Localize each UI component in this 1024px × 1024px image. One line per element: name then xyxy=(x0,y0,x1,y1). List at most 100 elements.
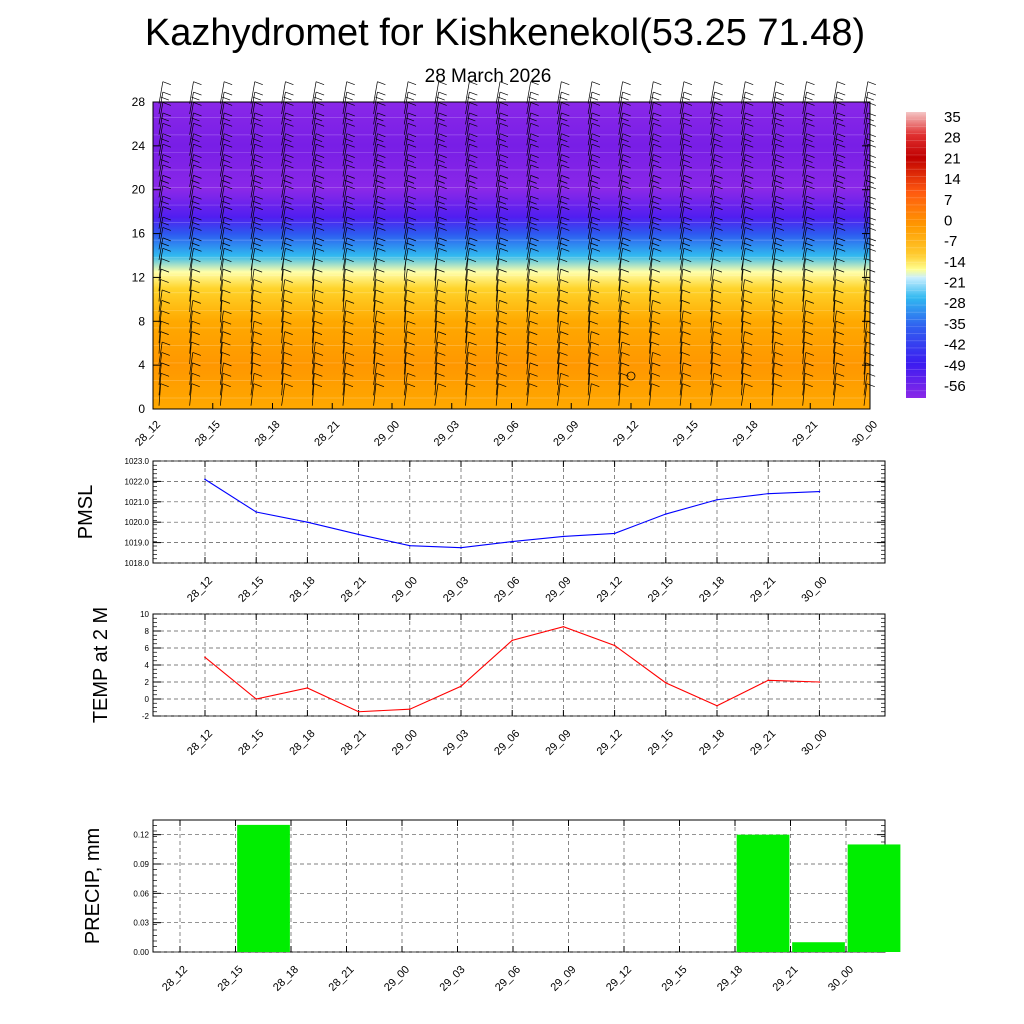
wind-barb-flag xyxy=(653,216,662,221)
y-tick-label: 4 xyxy=(145,661,150,670)
wind-barb-shaft xyxy=(158,206,164,229)
wind-barb-shaft xyxy=(373,112,378,135)
wind-barb-shaft xyxy=(618,279,621,302)
wind-barb-shaft xyxy=(495,154,501,177)
wind-barb-flag xyxy=(160,242,169,247)
wind-barb-shaft xyxy=(250,154,256,177)
wind-barb-shaft xyxy=(281,248,286,271)
wind-barb-shaft xyxy=(557,81,562,104)
wind-barb-flag xyxy=(377,195,386,200)
wind-barb-flag xyxy=(192,300,201,304)
wind-barb-flag xyxy=(652,362,661,367)
wind-barb-flag xyxy=(775,227,784,231)
wind-barb-flag xyxy=(591,81,601,85)
wind-barb-shaft xyxy=(649,248,654,271)
wind-barb-flag xyxy=(346,154,355,158)
wind-barb-flag xyxy=(437,300,446,304)
wind-barb-flag xyxy=(681,300,690,304)
wind-barb-shaft xyxy=(679,216,685,240)
wind-barb-flag xyxy=(529,383,538,388)
wind-barb-flag xyxy=(438,206,447,210)
wind-barb-flag xyxy=(345,268,354,273)
wind-barb-shaft xyxy=(679,258,684,281)
wind-barb-flag xyxy=(498,320,507,325)
colorbar-label: -14 xyxy=(944,254,966,271)
wind-barb-flag xyxy=(438,122,447,127)
wind-barb-flag xyxy=(775,289,784,294)
wind-barb-shaft xyxy=(802,185,807,208)
wind-barb-flag xyxy=(620,138,629,143)
x-tick-label: 28_12 xyxy=(133,419,163,449)
wind-barb-shaft xyxy=(311,300,316,323)
wind-barb-shaft xyxy=(495,352,500,375)
wind-barb-flag xyxy=(620,200,629,205)
y-tick-label: 0.00 xyxy=(133,948,149,957)
wind-barb-shaft xyxy=(189,133,194,156)
wind-barb-flag xyxy=(713,372,723,377)
wind-barb-shaft xyxy=(802,300,807,323)
wind-barb-flag xyxy=(375,300,384,304)
wind-barb-flag xyxy=(714,216,723,221)
wind-barb-flag xyxy=(469,237,478,242)
wind-barb-shaft xyxy=(219,92,225,115)
wind-barb-shaft xyxy=(311,279,315,302)
wind-barb-flag xyxy=(773,138,782,143)
wind-barb-shaft xyxy=(311,185,317,208)
wind-barb-flag xyxy=(591,154,601,158)
wind-barb-flag xyxy=(285,112,294,117)
wind-barb-shaft xyxy=(189,206,194,229)
wind-barb-flag xyxy=(314,362,323,367)
wind-barb-shaft xyxy=(833,81,838,104)
wind-barb-flag xyxy=(224,112,233,117)
wind-barb-shaft xyxy=(465,237,470,260)
wind-barb-flag xyxy=(254,216,263,221)
wind-barb-shaft xyxy=(250,352,254,375)
wind-barb-shaft xyxy=(434,164,440,188)
wind-barb-flag xyxy=(804,200,813,205)
wind-barb-flag xyxy=(835,383,844,388)
wind-barb-shaft xyxy=(618,164,623,188)
wind-barb-flag xyxy=(683,216,693,221)
wind-barb-shaft xyxy=(679,123,685,146)
wind-barb-flag xyxy=(682,331,691,335)
wind-barb-flag xyxy=(467,138,476,143)
wind-barb-flag xyxy=(407,320,416,325)
wind-barb-flag xyxy=(653,112,662,117)
wind-barb-shaft xyxy=(403,185,409,208)
wind-barb-flag xyxy=(591,133,601,138)
wind-barb-shaft xyxy=(219,112,225,135)
wind-barb-shaft xyxy=(311,321,315,344)
wind-barb-flag xyxy=(651,320,660,325)
wind-barb-shaft xyxy=(526,81,532,104)
wind-barb-shaft xyxy=(710,102,715,125)
wind-barb-flag xyxy=(682,279,691,283)
wind-barb-shaft xyxy=(679,196,685,219)
wind-barb-shaft xyxy=(710,196,715,219)
wind-barb-shaft xyxy=(618,102,623,125)
wind-barb-shaft xyxy=(649,331,652,354)
wind-barb-shaft xyxy=(219,300,223,323)
y-tick-label: 28 xyxy=(132,95,146,109)
wind-barb-shaft xyxy=(434,112,440,135)
wind-barb-flag xyxy=(745,216,754,221)
wind-barb-shaft xyxy=(219,196,225,219)
wind-barb-shaft xyxy=(219,81,225,104)
wind-barb-flag xyxy=(193,112,202,117)
wind-barb-flag xyxy=(162,341,171,346)
wind-barb-flag xyxy=(652,258,661,263)
wind-barb-flag xyxy=(499,300,508,304)
wind-barb-shaft xyxy=(679,237,685,260)
wind-barb-flag xyxy=(589,372,598,377)
wind-barb-shaft xyxy=(741,216,746,240)
wind-barb-flag xyxy=(160,159,169,163)
wind-barb-shaft xyxy=(833,185,838,208)
wind-barb-flag xyxy=(407,372,416,377)
wind-barb-flag xyxy=(160,268,170,273)
wind-barb-shaft xyxy=(679,248,685,271)
wind-barb-shaft xyxy=(219,362,224,385)
wind-barb-flag xyxy=(437,289,446,294)
wind-barb-shaft xyxy=(465,144,470,167)
wind-barb-shaft xyxy=(495,310,500,333)
wind-barb-shaft xyxy=(250,237,256,260)
wind-barb-flag xyxy=(835,96,844,101)
